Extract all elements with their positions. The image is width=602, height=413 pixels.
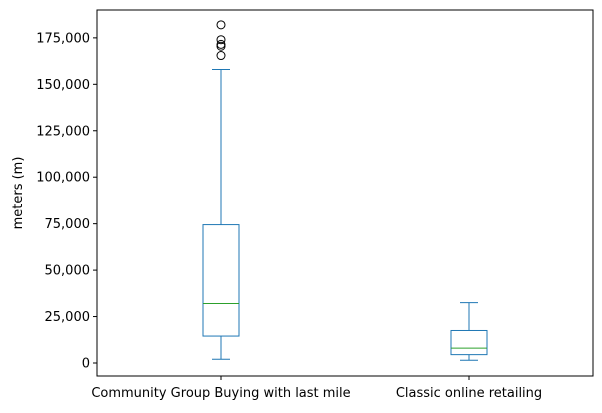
outlier-point — [216, 35, 226, 45]
y-axis: 0 25,000 50,000 75,000 100,000 125,000 150,000… — [36, 31, 97, 371]
box-group — [450, 302, 488, 361]
y-tick-label: 150,000 — [36, 78, 90, 93]
y-tick-label: 125,000 — [36, 124, 90, 139]
iqr-box — [450, 329, 488, 356]
x-tick-label: Classic online retailing — [396, 386, 542, 401]
y-tick-label: 25,000 — [45, 310, 91, 325]
y-tick-label: 100,000 — [36, 171, 90, 186]
y-tick-label: 175,000 — [36, 31, 90, 46]
iqr-box — [202, 224, 240, 337]
outlier-point — [216, 39, 226, 49]
plot-area — [96, 9, 594, 377]
x-tick-label: Community Group Buying with last mile — [91, 386, 350, 401]
y-tick-label: 50,000 — [45, 264, 91, 279]
box-group — [202, 20, 240, 360]
x-axis: Community Group Buying with last mile Cla… — [91, 376, 542, 401]
outlier-point — [216, 20, 226, 30]
y-axis-label: meters (m) — [11, 157, 26, 230]
boxes — [202, 20, 488, 361]
outlier-point — [216, 51, 226, 61]
y-tick-label: 75,000 — [45, 217, 91, 232]
y-tick-label: 0 — [82, 356, 90, 371]
